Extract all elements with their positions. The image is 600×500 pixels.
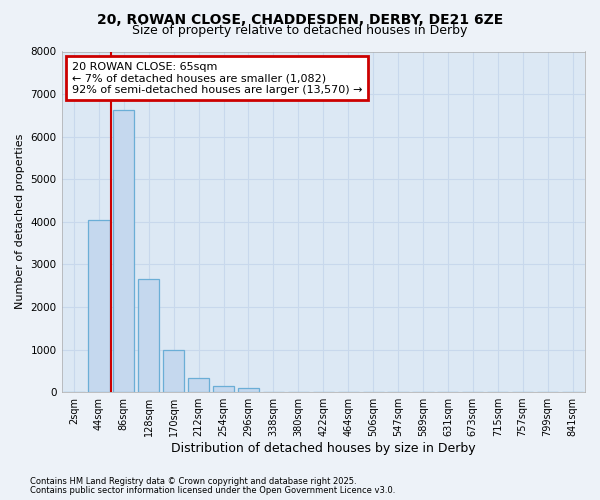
Bar [238,388,259,392]
Bar [138,280,160,392]
Bar [213,386,234,392]
Text: Contains HM Land Registry data © Crown copyright and database right 2025.: Contains HM Land Registry data © Crown c… [30,477,356,486]
Text: Contains public sector information licensed under the Open Government Licence v3: Contains public sector information licen… [30,486,395,495]
Bar [113,110,134,392]
Bar [88,220,110,392]
Y-axis label: Number of detached properties: Number of detached properties [15,134,25,310]
X-axis label: Distribution of detached houses by size in Derby: Distribution of detached houses by size … [171,442,476,455]
Bar [188,378,209,392]
Text: 20, ROWAN CLOSE, CHADDESDEN, DERBY, DE21 6ZE: 20, ROWAN CLOSE, CHADDESDEN, DERBY, DE21… [97,12,503,26]
Text: Size of property relative to detached houses in Derby: Size of property relative to detached ho… [133,24,467,37]
Bar [163,350,184,392]
Text: 20 ROWAN CLOSE: 65sqm
← 7% of detached houses are smaller (1,082)
92% of semi-de: 20 ROWAN CLOSE: 65sqm ← 7% of detached h… [72,62,362,95]
